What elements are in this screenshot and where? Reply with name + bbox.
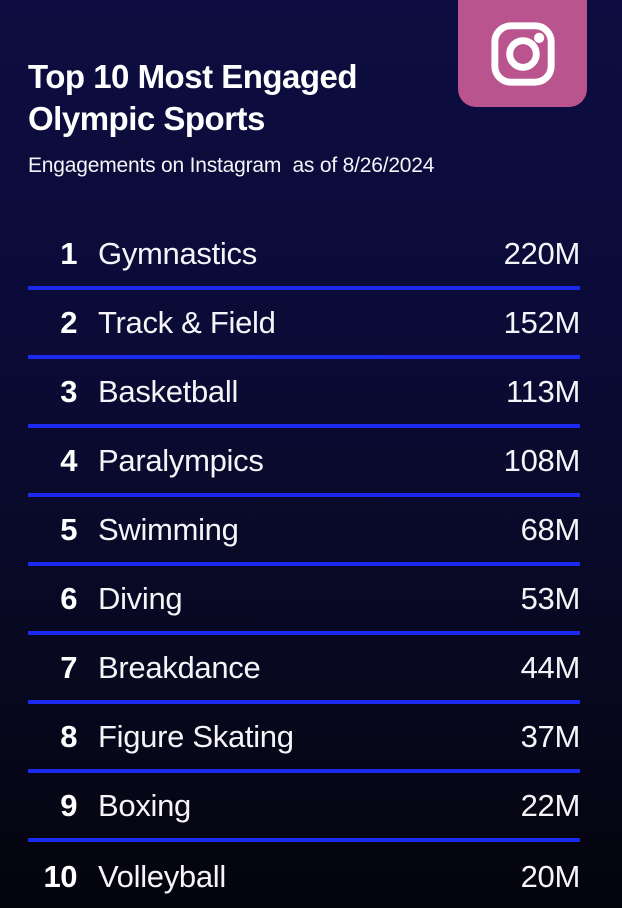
instagram-badge [458, 0, 587, 107]
header: Top 10 Most Engaged Olympic Sports Engag… [0, 0, 622, 178]
ranking-list: 1 Gymnastics 220M 2 Track & Field 152M 3… [28, 221, 580, 908]
engagement-value: 22M [520, 787, 581, 823]
engagement-value: 152M [503, 304, 581, 340]
sport-name: Figure Skating [98, 718, 294, 754]
table-row: 6 Diving 53M [28, 566, 580, 635]
table-row: 2 Track & Field 152M [28, 290, 580, 359]
instagram-icon [490, 21, 555, 86]
rank-number: 9 [60, 787, 77, 823]
page-title: Top 10 Most Engaged Olympic Sports [28, 56, 442, 140]
rank-number: 2 [60, 304, 77, 340]
table-row: 4 Paralympics 108M [28, 428, 580, 497]
engagement-value: 44M [520, 649, 581, 685]
rank-number: 6 [60, 580, 77, 616]
sport-name: Paralympics [98, 442, 264, 478]
table-row: 1 Gymnastics 220M [28, 221, 580, 290]
table-row: 5 Swimming 68M [28, 497, 580, 566]
sport-name: Swimming [98, 511, 239, 547]
rank-number: 8 [60, 718, 77, 754]
engagement-value: 68M [520, 511, 581, 547]
sport-name: Breakdance [98, 649, 261, 685]
rank-number: 5 [60, 511, 77, 547]
engagement-value: 113M [505, 373, 580, 409]
table-row: 8 Figure Skating 37M [28, 704, 580, 773]
sport-name: Volleyball [98, 858, 226, 894]
table-row: 10 Volleyball 20M [28, 842, 581, 908]
engagement-value: 37M [520, 718, 581, 754]
rank-number: 10 [43, 858, 78, 894]
engagement-value: 108M [503, 442, 581, 478]
rank-number: 4 [60, 442, 77, 478]
sport-name: Track & Field [98, 304, 276, 340]
table-row: 7 Breakdance 44M [28, 635, 580, 704]
sport-name: Diving [98, 580, 183, 616]
engagement-value: 53M [520, 580, 581, 616]
table-row: 9 Boxing 22M [28, 773, 580, 842]
rank-number: 1 [60, 235, 77, 271]
sport-name: Boxing [98, 787, 191, 823]
sport-name: Gymnastics [98, 235, 257, 271]
rank-number: 3 [60, 373, 77, 409]
rank-number: 7 [60, 649, 77, 685]
engagement-value: 220M [503, 235, 581, 271]
subtitle: Engagements on Instagram as of 8/26/2024 [28, 154, 435, 177]
title-line-1: Top 10 Most Engaged [28, 58, 358, 95]
title-line-2: Olympic Sports [28, 100, 265, 137]
table-row: 3 Basketball 113M [28, 359, 580, 428]
sport-name: Basketball [98, 373, 239, 409]
engagement-value: 20M [520, 858, 581, 894]
